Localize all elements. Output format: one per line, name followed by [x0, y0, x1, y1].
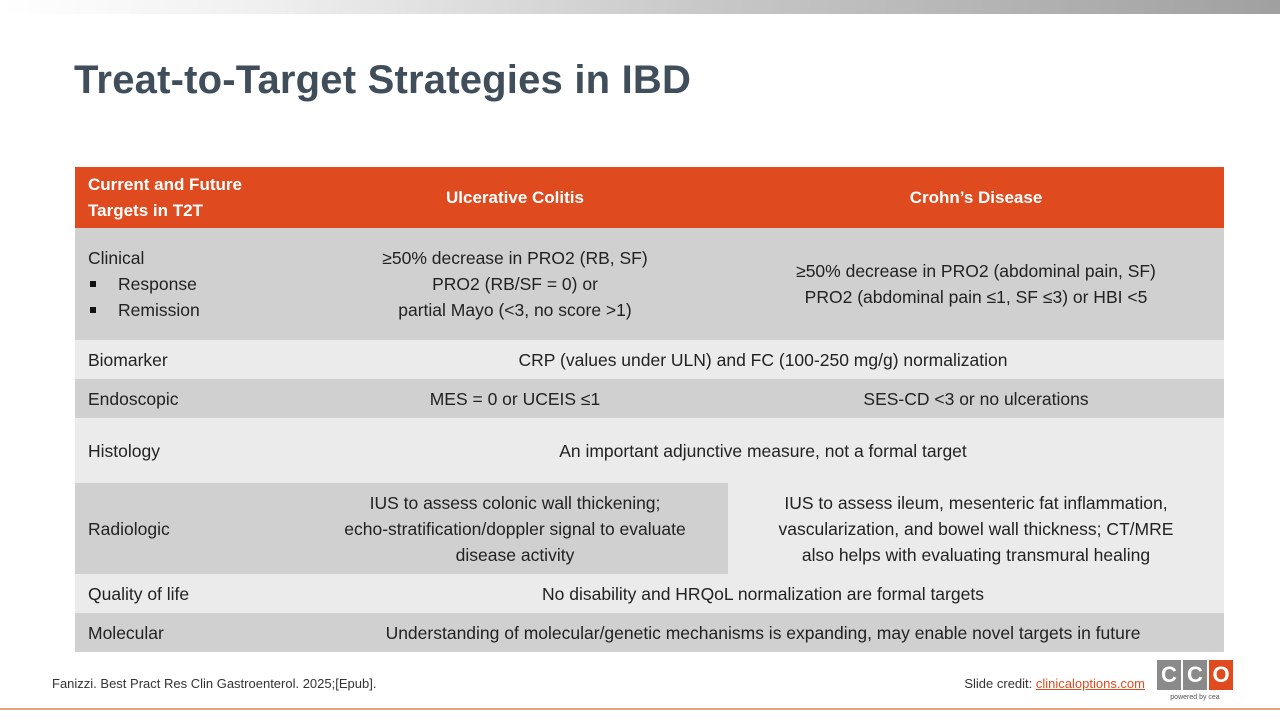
clinical-uc-line: PRO2 (RB/SF = 0) or [432, 274, 598, 294]
clinical-sub-remission: Remission [118, 300, 200, 320]
table-row-radiologic: Radiologic IUS to assess colonic wall th… [75, 483, 1224, 574]
clinical-uc-cell: ≥50% decrease in PRO2 (RB, SF) PRO2 (RB/… [302, 228, 728, 340]
clinical-cd-line: PRO2 (abdominal pain ≤1, SF ≤3) or HBI <… [804, 287, 1148, 307]
logo-letter-c: C [1183, 660, 1207, 690]
slide-credit: Slide credit: clinicaloptions.com [964, 676, 1145, 691]
radiologic-cd-cell: IUS to assess ileum, mesenteric fat infl… [728, 483, 1224, 574]
table-row-molecular: Molecular Understanding of molecular/gen… [75, 613, 1224, 652]
credit-prefix: Slide credit: [964, 676, 1036, 691]
table-row-endoscopic: Endoscopic MES = 0 or UCEIS ≤1 SES-CD <3… [75, 379, 1224, 418]
square-bullet-icon [90, 281, 96, 287]
row-label-clinical: Clinical Response Remission [75, 228, 302, 340]
square-bullet-icon [90, 307, 96, 313]
radiologic-uc-line: disease activity [455, 544, 575, 565]
radiologic-cd-line: vascularization, and bowel wall thicknes… [778, 518, 1174, 539]
header-targets: Current and Future Targets in T2T [75, 167, 302, 228]
footer-reference: Fanizzi. Best Pract Res Clin Gastroenter… [52, 676, 377, 691]
qol-value: No disability and HRQoL normalization ar… [302, 574, 1224, 613]
radiologic-cd-line: IUS to assess ileum, mesenteric fat infl… [784, 492, 1168, 513]
header-uc: Ulcerative Colitis [302, 167, 728, 228]
table-row-biomarker: Biomarker CRP (values under ULN) and FC … [75, 340, 1224, 379]
row-label-molecular: Molecular [75, 613, 302, 652]
histology-value: An important adjunctive measure, not a f… [302, 418, 1224, 483]
radiologic-uc-line: echo-stratification/doppler signal to ev… [344, 518, 686, 539]
row-label-qol: Quality of life [75, 574, 302, 613]
list-item: Remission [88, 297, 289, 323]
table-row-qol: Quality of life No disability and HRQoL … [75, 574, 1224, 613]
radiologic-uc-line: IUS to assess colonic wall thickening; [369, 492, 661, 513]
endoscopic-cd-cell: SES-CD <3 or no ulcerations [728, 379, 1224, 418]
row-label-biomarker: Biomarker [75, 340, 302, 379]
logo-letter-o: O [1209, 660, 1233, 690]
t2t-table: Current and Future Targets in T2T Ulcera… [75, 167, 1224, 652]
clinical-sublist: Response Remission [88, 271, 289, 323]
table-row-clinical: Clinical Response Remission ≥50% decreas… [75, 228, 1224, 340]
table-header-row: Current and Future Targets in T2T Ulcera… [75, 167, 1224, 228]
row-label-histology: Histology [75, 418, 302, 483]
clinical-uc-line: partial Mayo (<3, no score >1) [398, 300, 632, 320]
credit-link[interactable]: clinicaloptions.com [1035, 676, 1145, 691]
radiologic-uc-cell: IUS to assess colonic wall thickening; e… [302, 483, 728, 574]
clinical-uc-line: ≥50% decrease in PRO2 (RB, SF) [382, 248, 648, 268]
logo-tagline: powered by cea [1170, 694, 1220, 701]
row-label-endoscopic: Endoscopic [75, 379, 302, 418]
radiologic-cd-line: also helps with evaluating transmural he… [801, 544, 1151, 565]
clinical-label: Clinical [88, 248, 145, 268]
top-gradient-bar [0, 0, 1280, 14]
clinical-sub-response: Response [118, 274, 197, 294]
logo-letter-c: C [1157, 660, 1181, 690]
table-row-histology: Histology An important adjunctive measur… [75, 418, 1224, 483]
bottom-accent-line [0, 708, 1280, 710]
molecular-value: Understanding of molecular/genetic mecha… [302, 613, 1224, 652]
endoscopic-uc-cell: MES = 0 or UCEIS ≤1 [302, 379, 728, 418]
clinical-cd-cell: ≥50% decrease in PRO2 (abdominal pain, S… [728, 228, 1224, 340]
clinical-cd-line: ≥50% decrease in PRO2 (abdominal pain, S… [796, 261, 1156, 281]
row-label-radiologic: Radiologic [75, 483, 302, 574]
list-item: Response [88, 271, 289, 297]
slide-title: Treat-to-Target Strategies in IBD [74, 58, 692, 102]
cco-logo: C C O powered by cea [1157, 660, 1233, 708]
biomarker-value: CRP (values under ULN) and FC (100-250 m… [302, 340, 1224, 379]
header-cd: Crohn’s Disease [728, 167, 1224, 228]
